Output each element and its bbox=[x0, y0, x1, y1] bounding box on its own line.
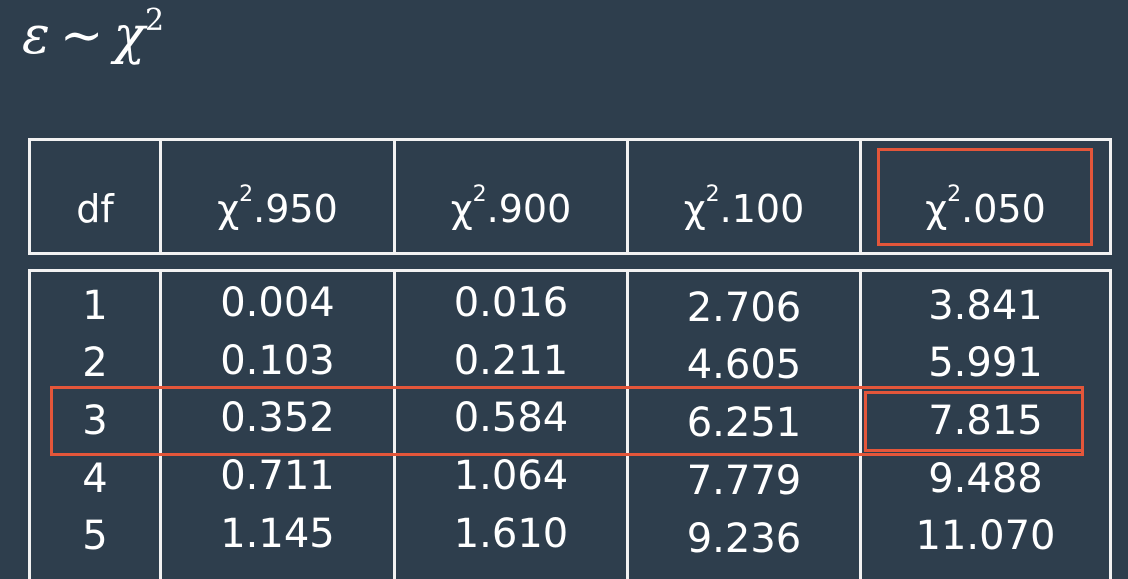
table-cell: 4.605 bbox=[686, 342, 802, 388]
table-cell: 0.004 bbox=[220, 280, 335, 326]
table-cell: 0.711 bbox=[220, 453, 335, 499]
header-chi2-100: χ2.100 bbox=[629, 184, 859, 231]
formula-exponent: 2 bbox=[145, 3, 165, 38]
table-cell: 6.251 bbox=[686, 400, 802, 446]
table-header-box bbox=[28, 138, 1112, 255]
table-cell: 0.103 bbox=[220, 338, 335, 384]
column-divider bbox=[626, 141, 629, 252]
table-cell: 1.145 bbox=[220, 511, 335, 557]
chi-symbol: χ bbox=[683, 187, 706, 231]
highlight-critical-value bbox=[864, 391, 1084, 452]
table-cell: 0.584 bbox=[453, 395, 569, 441]
table-cell: 1.064 bbox=[453, 453, 569, 499]
formula: ε ∼ χ2 bbox=[22, 6, 164, 63]
column-divider bbox=[393, 141, 396, 252]
table-cell: 2.706 bbox=[686, 285, 802, 331]
table-cell: 5.991 bbox=[928, 340, 1043, 386]
table-cell: 4 bbox=[82, 456, 108, 502]
formula-distributed-as: ∼ bbox=[59, 6, 104, 66]
column-divider bbox=[159, 272, 162, 579]
header-probability: .950 bbox=[253, 187, 338, 231]
chi-exponent: 2 bbox=[472, 182, 487, 207]
header-probability: .050 bbox=[961, 187, 1046, 231]
table-cell: 11.070 bbox=[915, 513, 1056, 559]
header-probability: .900 bbox=[486, 187, 572, 231]
table-body-box bbox=[28, 269, 1112, 579]
header-chi2-900: χ2.900 bbox=[396, 184, 626, 231]
formula-chi: χ bbox=[113, 6, 145, 66]
table-cell: 3 bbox=[82, 398, 108, 444]
column-divider bbox=[393, 272, 396, 579]
chi-exponent: 2 bbox=[947, 182, 962, 207]
header-chi2-950: χ2.950 bbox=[162, 184, 393, 231]
column-divider bbox=[859, 272, 862, 579]
table-cell: 1 bbox=[82, 283, 108, 329]
highlight-column-header bbox=[877, 148, 1093, 246]
table-cell: 0.211 bbox=[453, 338, 569, 384]
table-cell: 0.352 bbox=[220, 395, 335, 441]
header-probability: .100 bbox=[719, 187, 805, 231]
table-cell: 9.488 bbox=[928, 456, 1043, 502]
chi-symbol: χ bbox=[925, 187, 948, 231]
table-cell: 0.016 bbox=[453, 280, 569, 326]
column-divider bbox=[626, 272, 629, 579]
table-cell: 2 bbox=[82, 340, 108, 386]
formula-epsilon: ε bbox=[22, 6, 50, 66]
table-cell: 9.236 bbox=[686, 516, 802, 562]
chi-symbol: χ bbox=[217, 187, 240, 231]
column-divider bbox=[859, 141, 862, 252]
header-chi2-050: χ2.050 bbox=[862, 184, 1109, 231]
table-cell: 3.841 bbox=[928, 283, 1043, 329]
table-cell: 7.815 bbox=[928, 398, 1043, 444]
header-df: df bbox=[31, 190, 159, 228]
chi-exponent: 2 bbox=[239, 182, 254, 207]
chi-exponent: 2 bbox=[705, 182, 720, 207]
table-cell: 7.779 bbox=[686, 458, 802, 504]
header-df-label: df bbox=[76, 187, 114, 231]
chi-symbol: χ bbox=[450, 187, 473, 231]
table-cell: 1.610 bbox=[453, 511, 569, 557]
table-cell: 5 bbox=[82, 513, 108, 559]
column-divider bbox=[159, 141, 162, 252]
